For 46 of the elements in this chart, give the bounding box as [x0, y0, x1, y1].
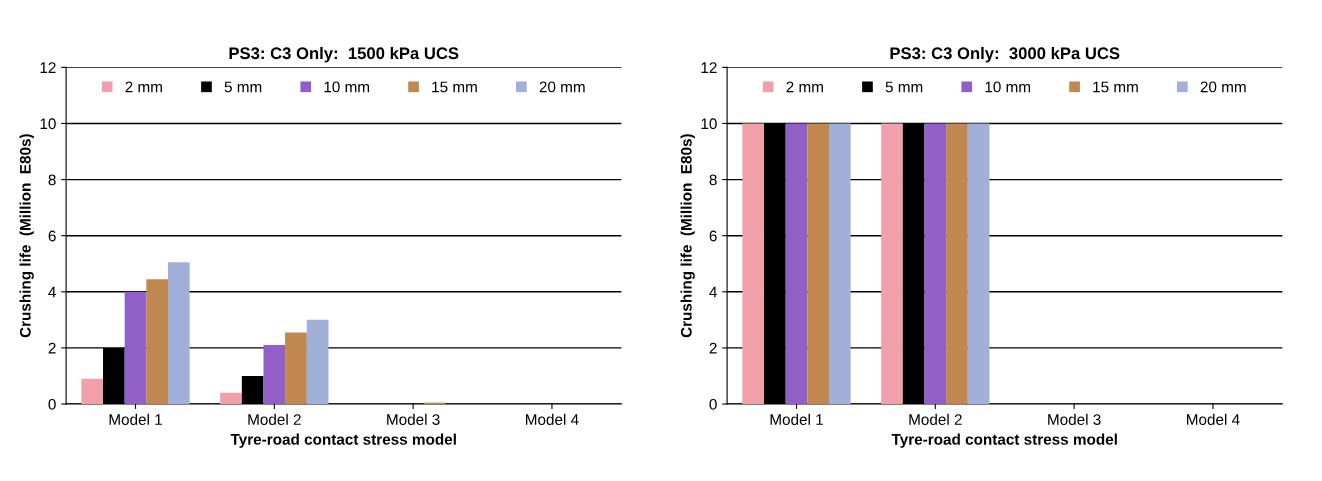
bar — [285, 332, 307, 405]
bar — [220, 392, 242, 405]
x-tick-label: Model 2 — [248, 413, 301, 425]
y-tick-label: 0 — [48, 398, 56, 410]
y-tick-label: 2 — [709, 342, 717, 354]
y-tick-label: 8 — [48, 174, 56, 186]
x-tick-label: Model 4 — [1187, 413, 1240, 425]
y-axis-title: Crushing life (Million E80s) — [680, 134, 695, 338]
y-tick-label: 2 — [48, 342, 56, 354]
legend-label: 5 mm — [224, 81, 262, 93]
legend-label: 5 mm — [885, 81, 923, 93]
bar — [146, 279, 168, 405]
legend-label: 2 mm — [125, 81, 162, 93]
y-tick-label: 12 — [701, 62, 717, 73]
legend-label: 20 mm — [539, 81, 585, 93]
bar — [124, 291, 147, 405]
chart-title: PS3: C3 Only: 1500 kPa UCS — [229, 46, 459, 63]
legend-label: 20 mm — [1200, 81, 1246, 93]
y-tick-label: 4 — [709, 286, 717, 298]
x-axis-title: Tyre-road contact stress model — [891, 433, 1117, 448]
y-tick-label: 10 — [40, 118, 56, 130]
bar — [306, 319, 329, 405]
y-tick-label: 12 — [40, 62, 56, 73]
legend-label: 10 mm — [985, 81, 1031, 93]
bar — [263, 345, 286, 405]
bar — [167, 262, 190, 405]
bar — [81, 378, 104, 405]
legend-label: 15 mm — [432, 81, 477, 93]
y-tick-label: 6 — [48, 230, 56, 242]
x-tick-label: Model 1 — [770, 413, 823, 425]
y-tick-label: 0 — [709, 398, 717, 410]
y-tick-label: 6 — [709, 230, 717, 242]
y-tick-label: 8 — [709, 174, 717, 186]
chart-title: PS3: C3 Only: 3000 kPa UCS — [890, 46, 1120, 63]
legend-label: 2 mm — [786, 81, 823, 93]
x-axis-title: Tyre-road contact stress model — [230, 433, 456, 448]
legend-label: 15 mm — [1093, 81, 1138, 93]
x-tick-label: Model 3 — [1048, 413, 1101, 425]
y-tick-label: 4 — [48, 286, 56, 298]
legend-label: 10 mm — [324, 81, 370, 93]
x-tick-label: Model 1 — [109, 413, 162, 425]
y-tick-label: 10 — [701, 118, 717, 130]
x-tick-label: Model 4 — [526, 413, 579, 425]
x-tick-label: Model 2 — [909, 413, 962, 425]
y-axis-title: Crushing life (Million E80s) — [19, 134, 34, 338]
x-tick-label: Model 3 — [387, 413, 440, 425]
